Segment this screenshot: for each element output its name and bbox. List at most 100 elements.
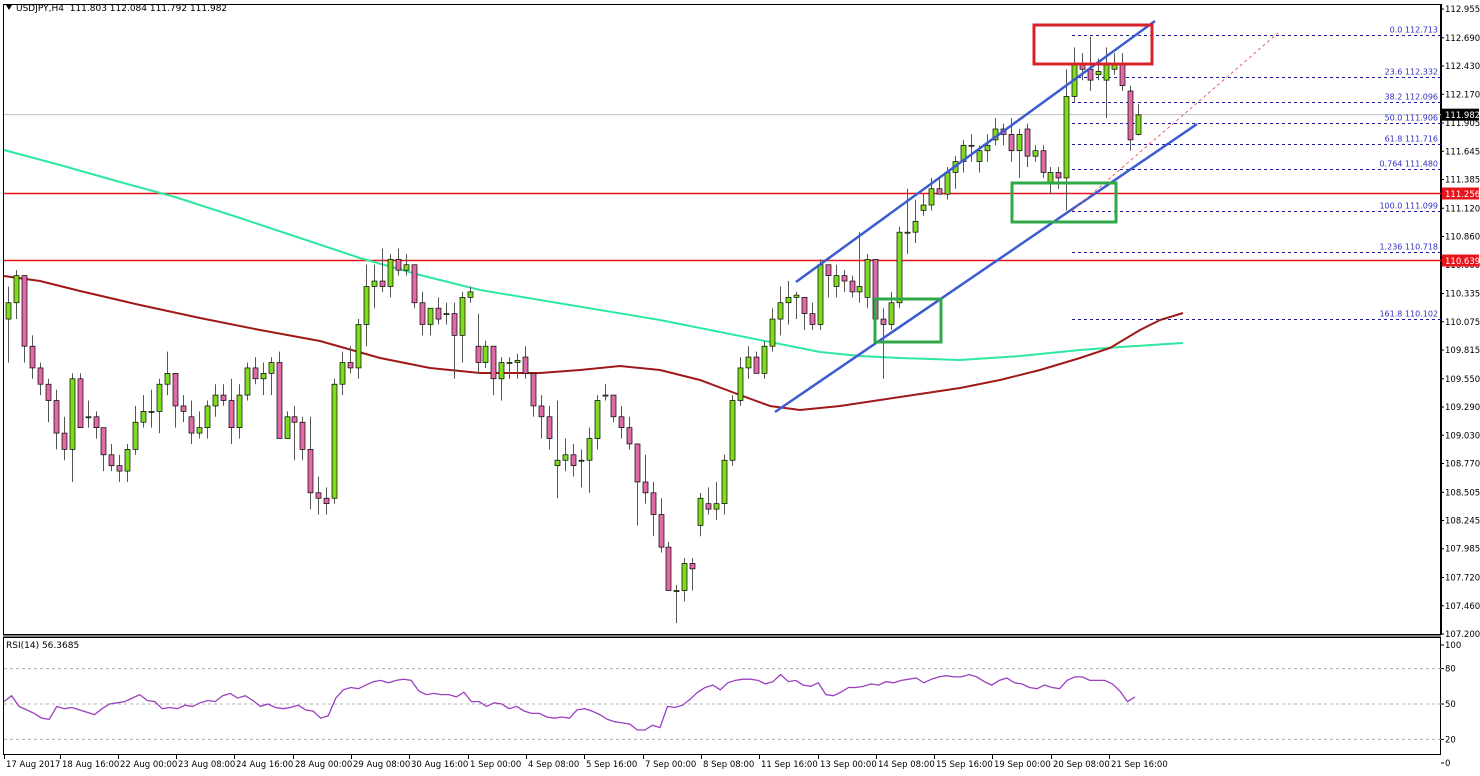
candle[interactable] <box>268 357 275 396</box>
candle[interactable] <box>108 443 115 472</box>
candle[interactable] <box>554 400 561 499</box>
candle[interactable] <box>610 394 617 423</box>
candle[interactable] <box>1127 85 1134 151</box>
candle[interactable] <box>753 351 760 374</box>
candle[interactable] <box>85 400 92 428</box>
channel-lower-line[interactable] <box>774 122 1198 414</box>
candle[interactable] <box>761 340 768 379</box>
green-highlight-box[interactable] <box>873 297 943 344</box>
candle[interactable] <box>801 296 808 330</box>
candle[interactable] <box>602 384 609 401</box>
candle[interactable] <box>586 427 593 493</box>
candle[interactable] <box>1000 123 1007 146</box>
candle[interactable] <box>100 427 107 472</box>
candle[interactable] <box>395 248 402 276</box>
candle[interactable] <box>936 177 943 195</box>
candle[interactable] <box>570 443 577 477</box>
candle[interactable] <box>1016 129 1023 178</box>
candle[interactable] <box>260 362 267 396</box>
candle[interactable] <box>172 373 179 428</box>
candle[interactable] <box>952 156 959 189</box>
candle[interactable] <box>960 139 967 173</box>
candle[interactable] <box>403 253 410 276</box>
candle[interactable] <box>920 194 927 216</box>
candle[interactable] <box>530 373 537 417</box>
candle[interactable] <box>29 335 36 379</box>
candle[interactable] <box>196 411 203 439</box>
candle[interactable] <box>93 411 100 439</box>
candle[interactable] <box>140 395 147 428</box>
candle[interactable] <box>793 291 800 320</box>
candle[interactable] <box>514 353 521 379</box>
candle[interactable] <box>291 405 298 461</box>
candle[interactable] <box>467 286 474 303</box>
candle[interactable] <box>204 400 211 439</box>
candle[interactable] <box>411 264 418 309</box>
candle[interactable] <box>634 443 641 526</box>
candle[interactable] <box>618 405 625 439</box>
candle[interactable] <box>61 416 68 461</box>
candle[interactable] <box>482 340 489 368</box>
candle[interactable] <box>705 487 712 515</box>
candle[interactable] <box>1063 69 1070 211</box>
candle[interactable] <box>355 319 362 379</box>
candle[interactable] <box>1055 167 1062 189</box>
candle[interactable] <box>833 264 840 298</box>
candle[interactable] <box>1071 47 1078 102</box>
candle[interactable] <box>45 378 52 423</box>
candle[interactable] <box>451 302 458 379</box>
candle[interactable] <box>578 449 585 488</box>
candle[interactable] <box>968 134 975 162</box>
candle[interactable] <box>490 345 497 396</box>
candle[interactable] <box>363 264 370 347</box>
candle[interactable] <box>475 313 482 374</box>
green-highlight-box[interactable] <box>1010 181 1118 224</box>
candle[interactable] <box>53 389 60 450</box>
candle[interactable] <box>864 253 871 309</box>
candle[interactable] <box>124 443 131 482</box>
candle[interactable] <box>307 416 314 510</box>
candle[interactable] <box>252 357 259 385</box>
candle[interactable] <box>228 378 235 444</box>
candle[interactable] <box>825 264 832 298</box>
candle[interactable] <box>1040 145 1047 178</box>
candle[interactable] <box>37 362 44 396</box>
candle[interactable] <box>737 357 744 406</box>
candle[interactable] <box>220 384 227 406</box>
candle[interactable] <box>856 232 863 303</box>
candle[interactable] <box>689 557 696 591</box>
candle[interactable] <box>498 357 505 401</box>
candle[interactable] <box>538 395 545 439</box>
candle[interactable] <box>785 281 792 325</box>
candle[interactable] <box>721 454 728 515</box>
candle[interactable] <box>443 302 450 325</box>
candle[interactable] <box>1024 123 1031 168</box>
candle[interactable] <box>379 248 386 292</box>
candle[interactable] <box>642 454 649 504</box>
candle[interactable] <box>729 395 736 466</box>
candle[interactable] <box>132 405 139 455</box>
dropdown-triangle-icon[interactable] <box>6 5 12 10</box>
candle[interactable] <box>276 351 283 439</box>
candle[interactable] <box>984 134 991 162</box>
candle[interactable] <box>347 346 354 374</box>
candle[interactable] <box>522 346 529 379</box>
candle[interactable] <box>427 307 434 336</box>
candle[interactable] <box>841 270 848 292</box>
candle[interactable] <box>148 389 155 428</box>
candle[interactable] <box>188 400 195 444</box>
candle[interactable] <box>459 291 466 363</box>
candle[interactable] <box>912 199 919 244</box>
candle[interactable] <box>1135 104 1142 136</box>
candle[interactable] <box>849 275 856 298</box>
candle[interactable] <box>371 264 378 309</box>
candle[interactable] <box>180 395 187 423</box>
candle[interactable] <box>658 498 665 553</box>
candle[interactable] <box>13 270 20 320</box>
candle[interactable] <box>323 487 330 515</box>
candle[interactable] <box>116 454 123 482</box>
candle[interactable] <box>387 253 394 298</box>
candle[interactable] <box>5 286 12 363</box>
